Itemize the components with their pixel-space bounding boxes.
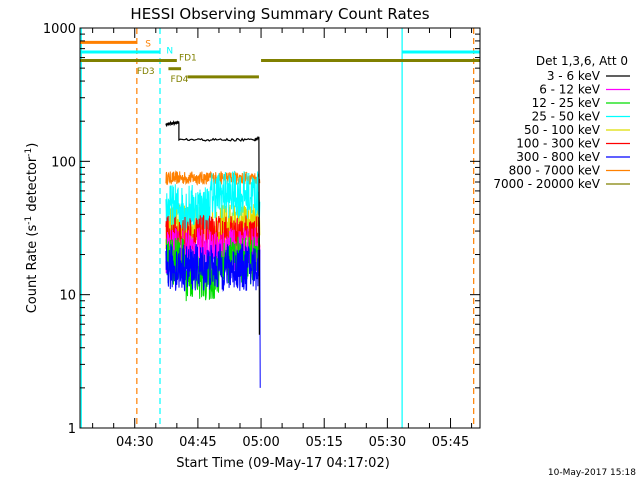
legend-label: 300 - 800 keV	[516, 150, 600, 164]
y-tick-label: 1	[68, 422, 76, 437]
y-tick-label: 1000	[43, 22, 76, 37]
series-line	[165, 170, 261, 232]
state-bar-label: FD3	[137, 67, 155, 77]
legend-label: 50 - 100 keV	[524, 123, 601, 137]
series-line	[165, 170, 261, 186]
y-axis-label-part3: )	[25, 143, 40, 148]
state-bar-label: N	[166, 46, 173, 56]
legend-label: 6 - 12 keV	[539, 83, 601, 97]
state-bar-label: S	[145, 39, 151, 49]
x-tick-label: 04:45	[179, 435, 216, 450]
x-tick-label: 05:30	[369, 435, 406, 450]
legend-label: 100 - 300 keV	[516, 137, 600, 151]
state-bar-label: FD4	[171, 75, 189, 85]
y-axis-label-sup2: -1	[24, 148, 34, 157]
y-axis-ticks: 1 10 100 1000	[43, 22, 480, 437]
chart-title: HESSI Observing Summary Count Rates	[130, 5, 429, 23]
y-axis-label-sup1: -1	[24, 216, 34, 225]
y-axis-label: Count Rate (s-1 detector-1)	[24, 143, 40, 314]
legend-label: 800 - 7000 keV	[509, 164, 601, 178]
plot-area: S N FD1 FD3 FD4	[80, 28, 480, 428]
state-bar-label: FD1	[179, 54, 197, 64]
series-line	[165, 243, 261, 388]
x-tick-label: 05:45	[432, 435, 469, 450]
plot-frame	[79, 27, 481, 429]
legend-title: Det 1,3,6, Att 0	[536, 54, 628, 68]
footer-date: 10-May-2017 15:18	[548, 468, 636, 478]
x-tick-label: 04:30	[116, 435, 153, 450]
x-tick-label: 05:00	[242, 435, 279, 450]
legend-label: 7000 - 20000 keV	[493, 177, 600, 191]
series-line	[165, 119, 260, 335]
x-axis-ticks: 04:30 04:45 05:00 05:15 05:30 05:45	[92, 28, 473, 450]
y-axis-label-part2: detector	[25, 156, 40, 216]
legend-label: 12 - 25 keV	[532, 96, 601, 110]
legend-label: 25 - 50 keV	[532, 110, 601, 124]
y-tick-label: 10	[59, 289, 76, 304]
legend-label: 3 - 6 keV	[547, 69, 601, 83]
y-tick-label: 100	[51, 155, 76, 170]
x-tick-label: 05:15	[305, 435, 342, 450]
y-axis-label-part1: Count Rate (s	[25, 225, 40, 314]
x-axis-label: Start Time (09-May-17 04:17:02)	[176, 456, 390, 471]
